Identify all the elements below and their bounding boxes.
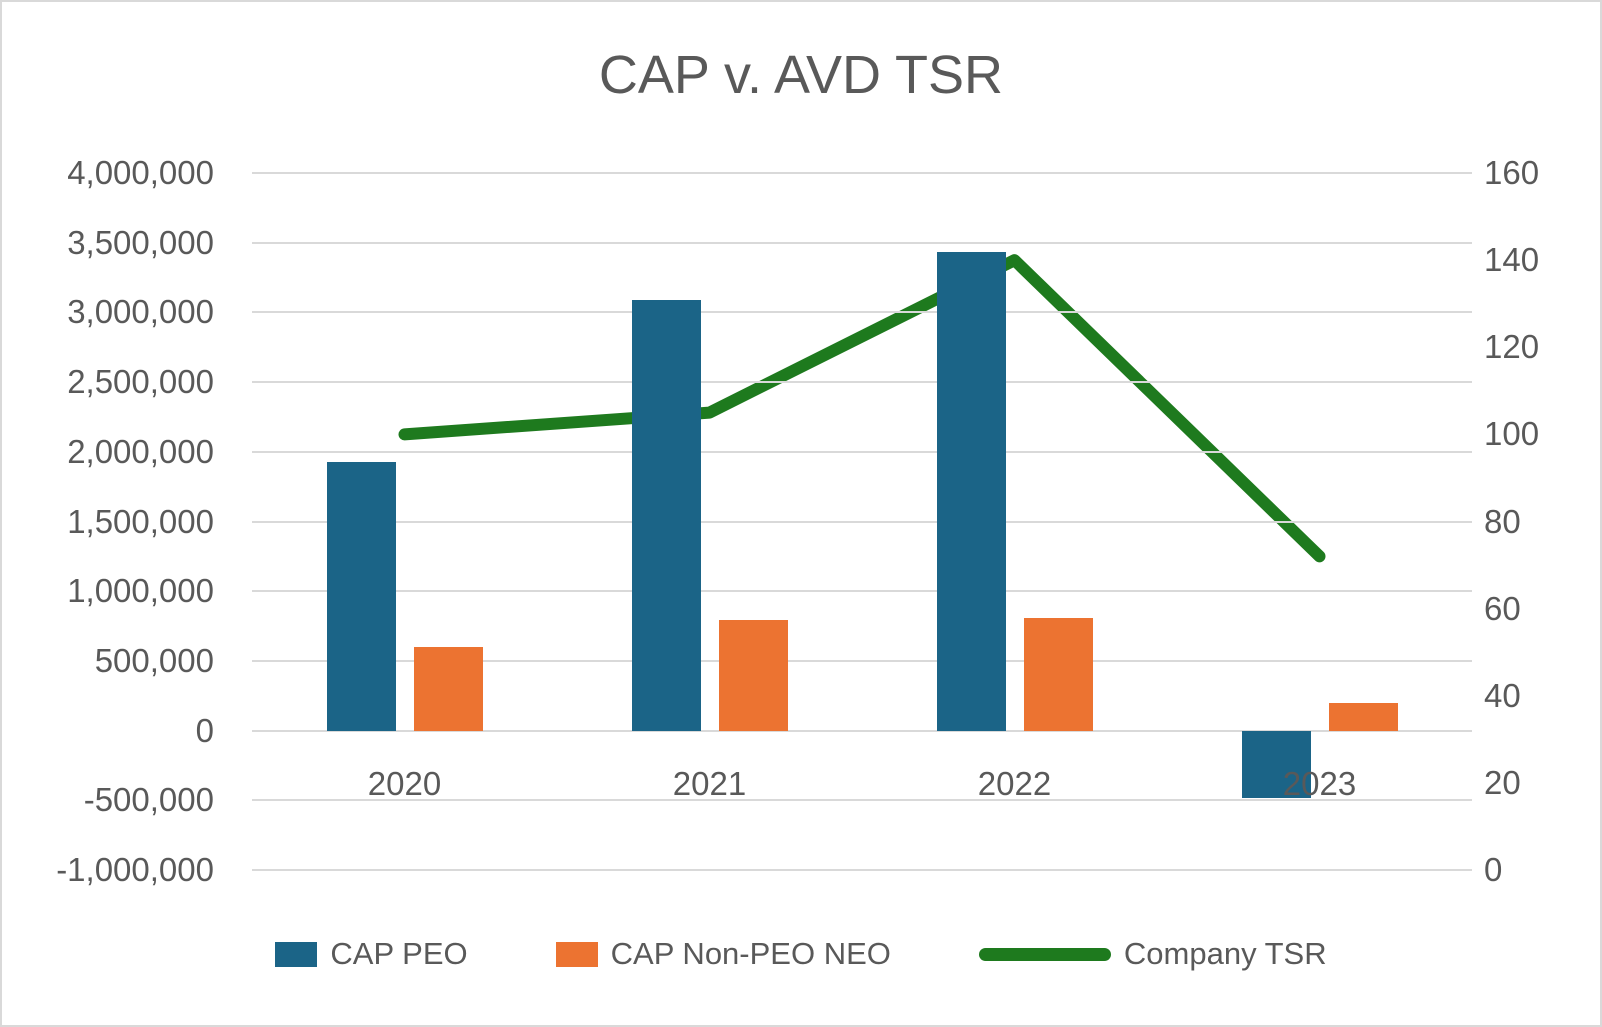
company-tsr-swatch <box>978 947 1111 961</box>
bar-cap-non-peo-neo-2022 <box>1023 617 1093 731</box>
bar-cap-peo-2022 <box>936 252 1006 731</box>
right-axis-tick-label: 160 <box>1484 154 1540 191</box>
right-axis-tick-label: 120 <box>1484 328 1540 366</box>
gridline <box>252 799 1472 802</box>
right-axis-tick-label: 80 <box>1484 502 1521 540</box>
category-label: 2021 <box>672 764 747 802</box>
bar-cap-non-peo-neo-2023 <box>1328 703 1398 731</box>
left-axis-tick-label: -500,000 <box>83 781 214 819</box>
gridline <box>252 520 1472 523</box>
category-label: 2023 <box>1282 764 1357 802</box>
legend-item-cap-non-peo-neo: CAP Non-PEO NEO <box>555 936 891 972</box>
left-axis-tick-label: 3,500,000 <box>67 223 214 261</box>
chart-title: CAP v. AVD TSR <box>598 45 1004 105</box>
left-axis-tick-label: 3,000,000 <box>67 293 214 331</box>
bar-cap-peo-2021 <box>631 299 701 731</box>
bar-cap-non-peo-neo-2021 <box>718 619 788 731</box>
gridline <box>252 869 1472 871</box>
category-label: 2020 <box>367 764 442 802</box>
gridline <box>252 729 1472 732</box>
left-axis-tick-label: 1,500,000 <box>67 502 214 540</box>
right-axis-tick-label: 60 <box>1484 589 1521 627</box>
right-axis-tick-label: 140 <box>1484 241 1540 279</box>
left-axis-tick-label: 0 <box>195 711 214 749</box>
left-axis-tick-label: 500,000 <box>94 641 214 679</box>
category-label: 2022 <box>977 764 1052 802</box>
right-axis-tick-label: 100 <box>1484 415 1540 453</box>
cap-peo-swatch <box>275 941 318 967</box>
right-axis-tick-label: 0 <box>1484 851 1503 888</box>
right-axis-tick-label: 40 <box>1484 676 1521 714</box>
left-axis-tick-label: 4,000,000 <box>67 154 214 191</box>
cap-non-peo-neo-legend-label: CAP Non-PEO NEO <box>610 936 891 971</box>
gridline <box>252 241 1472 244</box>
legend: CAP PEO CAP Non-PEO NEO Company TSR <box>2 936 1600 972</box>
legend-item-cap-peo: CAP PEO <box>275 936 468 972</box>
left-axis-tick-label: 2,000,000 <box>67 432 214 470</box>
bar-cap-peo-2023 <box>1241 730 1311 798</box>
right-axis-tick-label: 20 <box>1484 763 1521 801</box>
bar-cap-peo-2020 <box>326 461 396 731</box>
cap-non-peo-neo-swatch <box>555 941 598 967</box>
gridline <box>252 311 1472 314</box>
left-axis-tick-label: -1,000,000 <box>56 851 214 888</box>
gridline <box>252 659 1472 662</box>
left-axis-tick-label: 2,500,000 <box>67 363 214 401</box>
left-axis-tick-label: 1,000,000 <box>67 572 214 610</box>
gridline <box>252 172 1472 174</box>
gridline <box>252 590 1472 593</box>
gridline <box>252 381 1472 384</box>
company-tsr-legend-label: Company TSR <box>1123 936 1327 971</box>
gridline <box>252 450 1472 453</box>
bar-cap-non-peo-neo-2020 <box>413 646 483 731</box>
company-tsr-line <box>398 254 1326 563</box>
cap-peo-legend-label: CAP PEO <box>330 936 468 971</box>
legend-item-company-tsr: Company TSR <box>978 936 1327 972</box>
